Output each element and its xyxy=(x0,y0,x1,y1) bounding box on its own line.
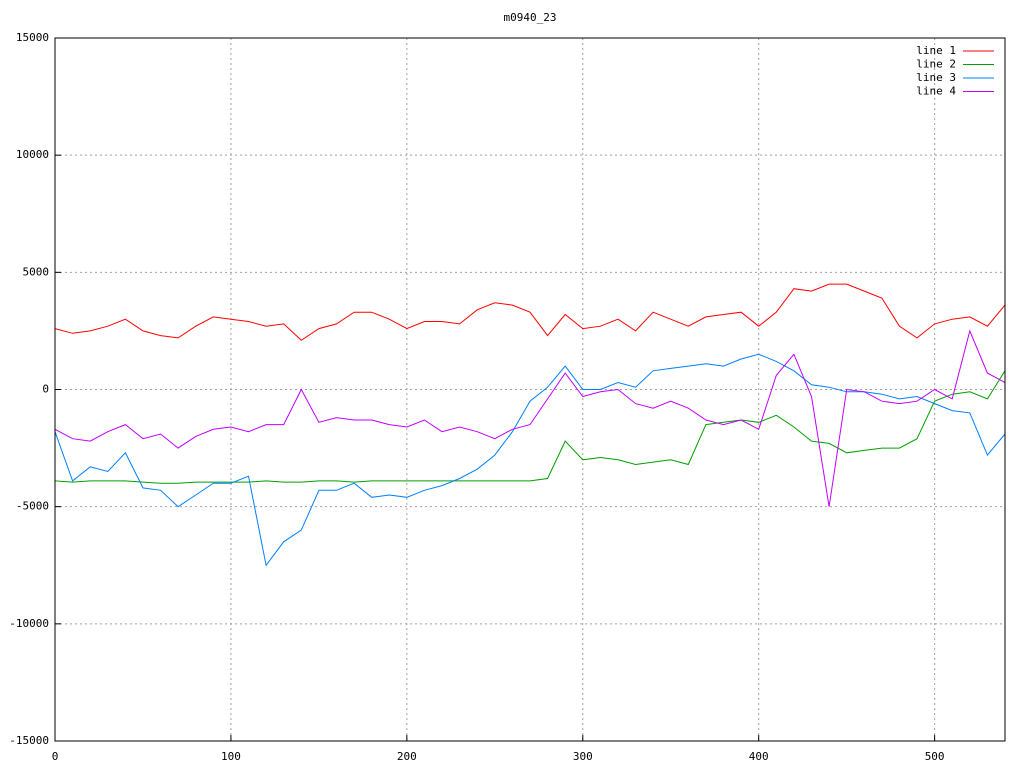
x-tick-label: 0 xyxy=(52,750,59,763)
x-tick-label: 100 xyxy=(221,750,241,763)
plot-lines xyxy=(54,283,1006,567)
plot-frame xyxy=(54,37,1006,742)
data-line xyxy=(54,283,1006,341)
data-line xyxy=(54,329,1006,507)
data-line xyxy=(54,370,1006,484)
y-tick-label: 0 xyxy=(42,383,49,396)
x-tick-label: 200 xyxy=(397,750,417,763)
y-tick-label: 5000 xyxy=(23,265,50,278)
x-tick-label: 300 xyxy=(573,750,593,763)
legend-label: line 3 xyxy=(916,71,956,84)
chart-title: m0940_23 xyxy=(504,11,557,24)
x-tick-label: 400 xyxy=(749,750,769,763)
y-tick-label: 10000 xyxy=(16,148,49,161)
y-tick-label: -5000 xyxy=(16,500,49,513)
y-tick-label: 15000 xyxy=(16,31,49,44)
legend-label: line 2 xyxy=(916,58,956,71)
legend-label: line 4 xyxy=(916,85,956,98)
legend-label: line 1 xyxy=(916,44,956,57)
x-tick-label: 500 xyxy=(925,750,945,763)
y-tick-label: -10000 xyxy=(9,617,49,630)
y-tick-label: -15000 xyxy=(9,734,49,747)
